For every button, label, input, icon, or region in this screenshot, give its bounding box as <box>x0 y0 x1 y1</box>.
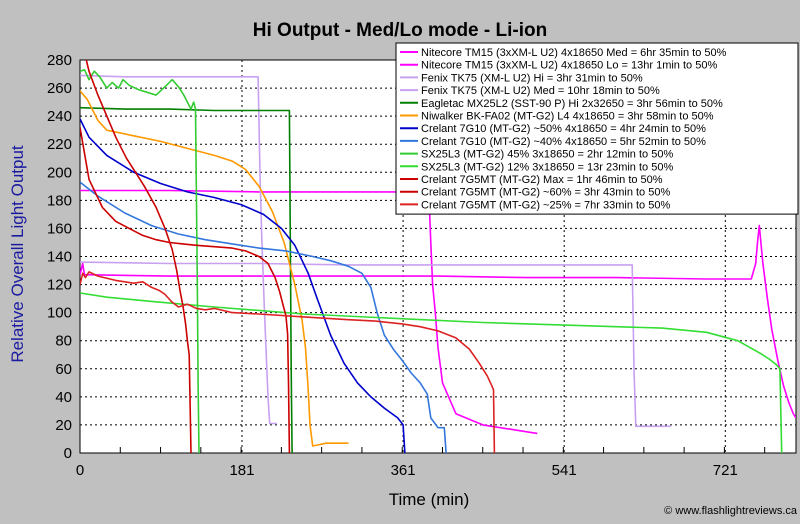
series-line-5 <box>80 106 293 453</box>
legend-entry: Niwalker BK-FA02 (MT-G2) L4 4x18650 = 3h… <box>421 111 714 123</box>
y-tick-label: 220 <box>47 136 72 153</box>
series-line-10 <box>80 292 783 453</box>
tick-labels: 0 20 40 60 80 100 120 140 160 180 200 220 240 260 280 0… <box>47 52 738 479</box>
series-line-13 <box>80 271 496 453</box>
legend-entry: Crelant 7G10 (MT-G2) ~50% 4x18650 = 4hr … <box>421 123 706 135</box>
x-tick-label: 541 <box>552 462 577 479</box>
y-tick-label: 120 <box>47 277 72 294</box>
y-tick-label: 0 <box>64 445 72 462</box>
legend-box <box>395 42 799 215</box>
series-line-11 <box>85 60 192 453</box>
y-tick-label: 240 <box>47 108 72 125</box>
legend-entry: Crelant 7G5MT (MT-G2) ~25% = 7hr 33min t… <box>421 199 670 211</box>
x-tick-label: 361 <box>391 462 416 479</box>
legend-entry: Fenix TK75 (XM-L U2) Hi = 3hr 31min to 5… <box>421 72 643 84</box>
y-tick-label: 80 <box>55 333 72 350</box>
legend-entry: Eagletac MX25L2 (SST-90 P) Hi 2x32650 = … <box>421 98 723 110</box>
series-line-3 <box>80 74 277 425</box>
y-tick-label: 40 <box>55 389 72 406</box>
y-tick-label: 200 <box>47 164 72 181</box>
legend-entry: Nitecore TM15 (3xXM-L U2) 4x18650 Med = … <box>421 47 727 59</box>
legend-entry: Nitecore TM15 (3xXM-L U2) 4x18650 Lo = 1… <box>421 60 717 72</box>
y-tick-label: 20 <box>55 417 72 434</box>
legend-entry: Fenix TK75 (XM-L U2) Med = 10hr 18min to… <box>421 85 660 97</box>
y-tick-label: 160 <box>47 220 72 237</box>
y-tick-label: 280 <box>47 52 72 69</box>
chart-title: Hi Output - Med/Lo mode - Li-ion <box>253 20 547 41</box>
credit-text: © www.flashlightreviews.ca <box>664 505 798 517</box>
x-tick-label: 0 <box>76 462 84 479</box>
y-tick-label: 60 <box>55 361 72 378</box>
series-line-9 <box>80 69 200 453</box>
series-line-1 <box>80 189 538 435</box>
legend-entry: Crelant 7G5MT (MT-G2) Max = 1hr 46min to… <box>421 174 663 186</box>
legend: Nitecore TM15 (3xXM-L U2) 4x18650 Med = … <box>395 42 799 215</box>
y-axis-label: Relative Overall Light Output <box>8 145 27 363</box>
legend-entry: SX25L3 (MT-G2) 45% 3x18650 = 2hr 12min t… <box>421 149 673 161</box>
y-tick-label: 180 <box>47 192 72 209</box>
x-axis-label: Time (min) <box>389 490 470 509</box>
series-line-7 <box>80 118 406 453</box>
y-tick-label: 260 <box>47 80 72 97</box>
legend-entry: SX25L3 (MT-G2) 12% 3x18650 = 13r 23min t… <box>421 161 673 173</box>
series-line-6 <box>80 90 349 447</box>
y-tick-label: 100 <box>47 305 72 322</box>
x-tick-label: 721 <box>713 462 738 479</box>
series-line-8 <box>80 181 447 453</box>
legend-entry: Crelant 7G5MT (MT-G2) ~60% = 3hr 43min t… <box>421 187 670 199</box>
y-tick-label: 140 <box>47 249 72 266</box>
legend-entry: Crelant 7G10 (MT-G2) ~40% 4x18650 = 5hr … <box>421 136 706 148</box>
series-line-12 <box>80 127 291 453</box>
series-layer <box>80 60 796 453</box>
x-tick-label: 181 <box>229 462 254 479</box>
series-line-4 <box>80 261 671 428</box>
